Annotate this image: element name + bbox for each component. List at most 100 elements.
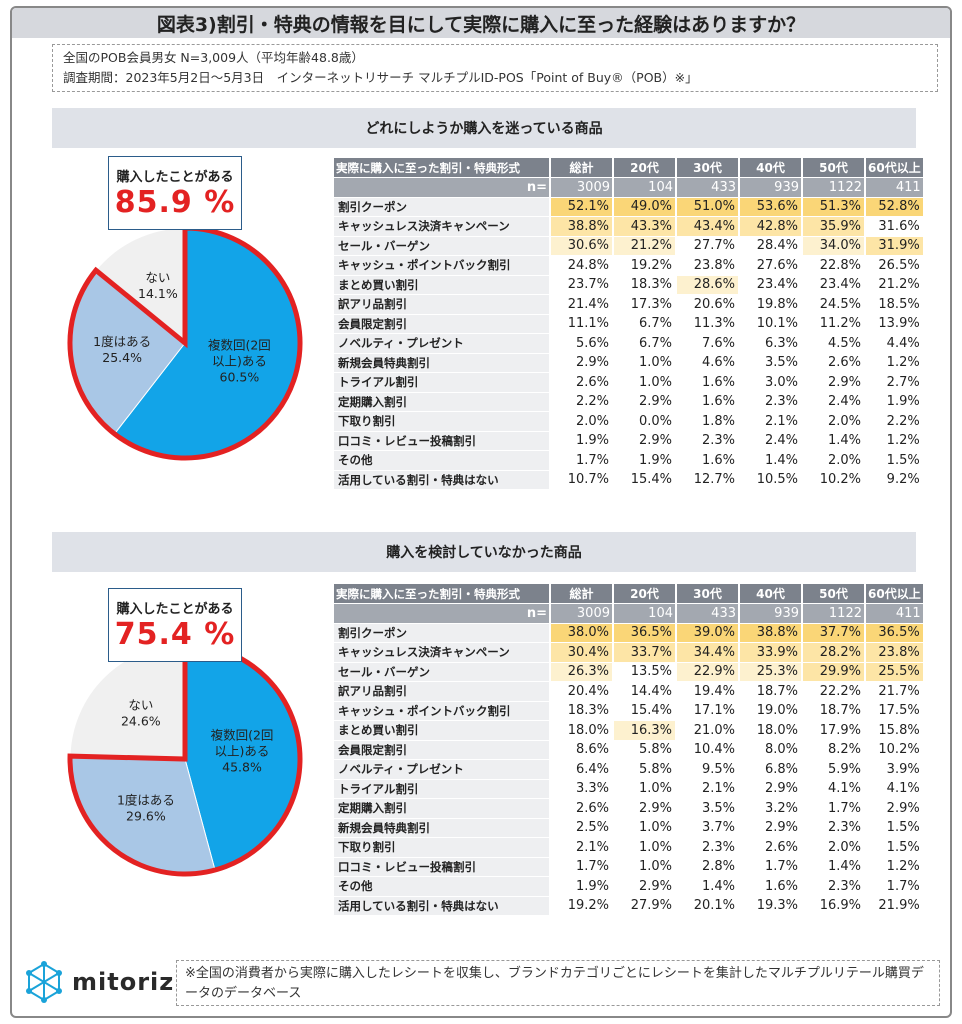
table-cell: 19.4% <box>676 681 740 702</box>
table-cell: 6.3% <box>739 333 803 354</box>
table-cell: 24.8% <box>550 255 614 276</box>
page-frame <box>10 6 952 1018</box>
table-row: 下取り割引 2.0% 0.0% 1.8% 2.1% 2.0% 2.2% <box>334 411 925 432</box>
table-column-header: 60代以上 <box>865 158 925 178</box>
table-cell: 35.9% <box>802 216 866 237</box>
table-cell: 1.9% <box>550 431 614 451</box>
table-cell: 2.3% <box>802 876 866 897</box>
table-cell: 2.9% <box>739 779 803 799</box>
table-cell: 43.4% <box>676 216 740 237</box>
table-cell: 34.4% <box>676 642 740 663</box>
table-cell: 28.4% <box>739 236 803 256</box>
table-cell: 4.5% <box>802 333 866 354</box>
table-cell: 1.0% <box>613 372 677 393</box>
table-n-value: 939 <box>739 177 803 198</box>
table-cell: 15.8% <box>865 720 925 741</box>
table-cell: 1.5% <box>865 818 925 838</box>
table-category-header: 実際に購入に至った割引・特典形式 <box>334 584 551 604</box>
table-cell: 28.6% <box>676 275 740 295</box>
table-n-label: n= <box>334 603 551 624</box>
table-row: トライアル割引 2.6% 1.0% 1.6% 3.0% 2.9% 2.7% <box>334 372 925 393</box>
table-row: キャッシュ・ポイントバック割引 24.8% 19.2% 23.8% 27.6% 22.8%… <box>334 255 925 276</box>
badge-value: 75.4 % <box>114 617 236 652</box>
logo-text: mitoriz <box>72 968 175 996</box>
table-column-header: 50代 <box>802 158 866 178</box>
table-cell: 10.2% <box>865 740 925 760</box>
table-cell: 0.0% <box>613 411 677 432</box>
table-cell: 8.0% <box>739 740 803 760</box>
table-cell: 1.0% <box>613 837 677 858</box>
table-row: 訳アリ品割引 21.4% 17.3% 20.6% 19.8% 24.5% 18.5% <box>334 294 925 315</box>
table-cell: 53.6% <box>739 197 803 217</box>
table-cell: 6.7% <box>613 333 677 354</box>
table-cell: 3.3% <box>550 779 614 799</box>
table-row: まとめ買い割引 23.7% 18.3% 28.6% 23.4% 23.4% 21.2% <box>334 275 925 295</box>
section-header-1: どれにしようか購入を迷っている商品 <box>52 108 916 148</box>
table-row: 割引クーポン 52.1% 49.0% 51.0% 53.6% 51.3% 52.8% <box>334 197 925 217</box>
table-column-header: 20代 <box>613 158 677 178</box>
section-header-2: 購入を検討していなかった商品 <box>52 532 916 572</box>
table-cell: 4.6% <box>676 353 740 373</box>
table-cell: 2.9% <box>802 372 866 393</box>
table-cell: 2.2% <box>865 411 925 432</box>
table-cell: 2.1% <box>739 411 803 432</box>
table-row: その他 1.7% 1.9% 1.6% 1.4% 2.0% 1.5% <box>334 450 925 471</box>
table-cell: 1.7% <box>550 857 614 877</box>
table-cell: 21.0% <box>676 720 740 741</box>
survey-info: 全国のPOB会員男女 N=3,009人（平均年齢48.8歳） 調査期間：2023… <box>52 44 938 92</box>
row-label: ノベルティ・プレゼント <box>334 759 551 780</box>
table-cell: 31.6% <box>865 216 925 237</box>
table-cell: 16.9% <box>802 896 866 916</box>
row-label: 会員限定割引 <box>334 740 551 760</box>
table-cell: 21.9% <box>865 896 925 916</box>
table-column-header: 総計 <box>550 158 614 178</box>
table-cell: 18.0% <box>550 720 614 741</box>
table-cell: 1.6% <box>739 876 803 897</box>
table-cell: 25.5% <box>865 662 925 682</box>
table-cell: 2.4% <box>802 392 866 412</box>
table-cell: 3.5% <box>739 353 803 373</box>
table-cell: 49.0% <box>613 197 677 217</box>
table-n-value: 939 <box>739 603 803 624</box>
table-cell: 9.5% <box>676 759 740 780</box>
table-cell: 19.0% <box>739 701 803 721</box>
table-column-header: 40代 <box>739 158 803 178</box>
table-cell: 28.2% <box>802 642 866 663</box>
table-column-header: 30代 <box>676 584 740 604</box>
table-cell: 2.3% <box>676 837 740 858</box>
table-row: 定期購入割引 2.6% 2.9% 3.5% 3.2% 1.7% 2.9% <box>334 798 925 819</box>
table-row: 定期購入割引 2.2% 2.9% 1.6% 2.3% 2.4% 1.9% <box>334 392 925 412</box>
table-cell: 1.2% <box>865 431 925 451</box>
table-cell: 13.9% <box>865 314 925 334</box>
row-label: 新規会員特典割引 <box>334 353 551 373</box>
table-cell: 1.8% <box>676 411 740 432</box>
table-row: セール・バーゲン 26.3% 13.5% 22.9% 25.3% 29.9% 25.5% <box>334 662 925 682</box>
table-cell: 23.4% <box>739 275 803 295</box>
table-cell: 2.9% <box>613 876 677 897</box>
table-cell: 10.4% <box>676 740 740 760</box>
table-row: 会員限定割引 8.6% 5.8% 10.4% 8.0% 8.2% 10.2% <box>334 740 925 760</box>
table-cell: 30.4% <box>550 642 614 663</box>
table-cell: 2.1% <box>676 779 740 799</box>
row-label: 会員限定割引 <box>334 314 551 334</box>
table-cell: 6.7% <box>613 314 677 334</box>
table-cell: 21.7% <box>865 681 925 702</box>
table-cell: 1.4% <box>802 857 866 877</box>
table-row: ノベルティ・プレゼント 5.6% 6.7% 7.6% 6.3% 4.5% 4.4% <box>334 333 925 354</box>
table-cell: 33.9% <box>739 642 803 663</box>
table-cell: 23.7% <box>550 275 614 295</box>
badge-label: 購入したことがある <box>116 602 234 617</box>
table-cell: 18.7% <box>802 701 866 721</box>
table-cell: 19.2% <box>613 255 677 276</box>
table-cell: 5.8% <box>613 759 677 780</box>
table-cell: 15.4% <box>613 701 677 721</box>
table-cell: 2.4% <box>739 431 803 451</box>
table-row: 口コミ・レビュー投稿割引 1.9% 2.9% 2.3% 2.4% 1.4% 1.2% <box>334 431 925 451</box>
table-row: トライアル割引 3.3% 1.0% 2.1% 2.9% 4.1% 4.1% <box>334 779 925 799</box>
table-cell: 18.3% <box>613 275 677 295</box>
table-n-value: 411 <box>865 177 925 198</box>
pie-value-label-0: 45.8% <box>222 759 262 774</box>
table-cell: 10.1% <box>739 314 803 334</box>
table-cell: 4.1% <box>865 779 925 799</box>
data-table-2: 実際に購入に至った割引・特典形式 総計 20代 30代 40代 50代 60代以上 n= 300… <box>334 584 925 916</box>
